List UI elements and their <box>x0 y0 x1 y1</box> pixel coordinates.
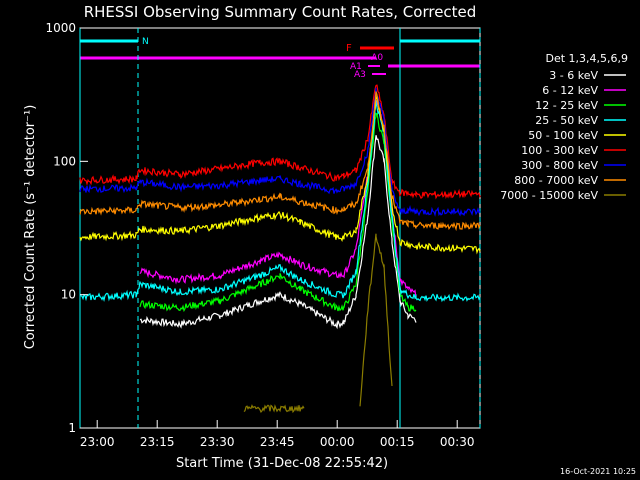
plot-border <box>79 27 481 429</box>
y-axis-label: Corrected Count Rate (s⁻¹ detector⁻¹) <box>23 105 38 350</box>
x-tick-label: 00:30 <box>440 435 475 449</box>
annotation-n: N <box>142 37 149 47</box>
timestamp-label: 16-Oct-2021 10:25 <box>560 467 636 476</box>
legend-entry-label: 50 - 100 keV <box>528 129 598 142</box>
legend-entry-label: 800 - 7000 keV <box>514 174 598 187</box>
series-line-4 <box>79 94 481 255</box>
legend: Det 1,3,4,5,6,9 3 - 6 keV 6 - 12 keV 12 - 2… <box>500 52 628 202</box>
legend-entry-label: 300 - 800 keV <box>521 159 598 172</box>
chart-title: RHESSI Observing Summary Count Rates, Co… <box>84 3 477 21</box>
y-tick-label: 100 <box>53 154 76 168</box>
legend-entry-label: 3 - 6 keV <box>549 69 598 82</box>
legend-entry-label: 100 - 300 keV <box>521 144 598 157</box>
legend-entry-label: 7000 - 15000 keV <box>500 189 598 202</box>
x-tick-label: 23:00 <box>80 435 115 449</box>
series-line-2 <box>139 112 417 313</box>
x-axis-label: Start Time (31-Dec-08 22:55:42) <box>176 456 388 471</box>
series-line-6 <box>79 87 481 217</box>
x-tick-label: 23:45 <box>260 435 295 449</box>
series-line-7 <box>79 91 481 232</box>
series-lines <box>79 84 481 414</box>
series-line-0 <box>139 135 417 330</box>
x-tick-label: 23:15 <box>140 435 175 449</box>
y-tick-label: 1000 <box>45 21 76 35</box>
annotation-a3: A3 <box>354 70 366 80</box>
series-line-8 <box>243 233 393 414</box>
legend-title: Det 1,3,4,5,6,9 <box>545 52 628 65</box>
annotation-f: F <box>346 43 352 54</box>
x-tick-label: 00:00 <box>320 435 355 449</box>
y-tick-label: 10 <box>61 288 76 302</box>
y-tick-label: 1 <box>68 421 76 435</box>
series-line-5 <box>79 84 481 200</box>
x-tick-label: 23:30 <box>200 435 235 449</box>
x-tick-label: 00:15 <box>380 435 415 449</box>
annotation-a0: A0 <box>371 53 383 63</box>
legend-entry-label: 12 - 25 keV <box>535 99 598 112</box>
legend-entry-label: 25 - 50 keV <box>535 114 598 127</box>
annotation-a1: A1 <box>350 62 362 72</box>
legend-entry-label: 6 - 12 keV <box>542 84 598 97</box>
plot-frame <box>79 27 481 429</box>
series-line-3 <box>80 100 481 303</box>
axis-ticks: 23:00 23:15 23:30 23:45 00:00 00:15 00:30 1 10 10… <box>45 21 474 449</box>
